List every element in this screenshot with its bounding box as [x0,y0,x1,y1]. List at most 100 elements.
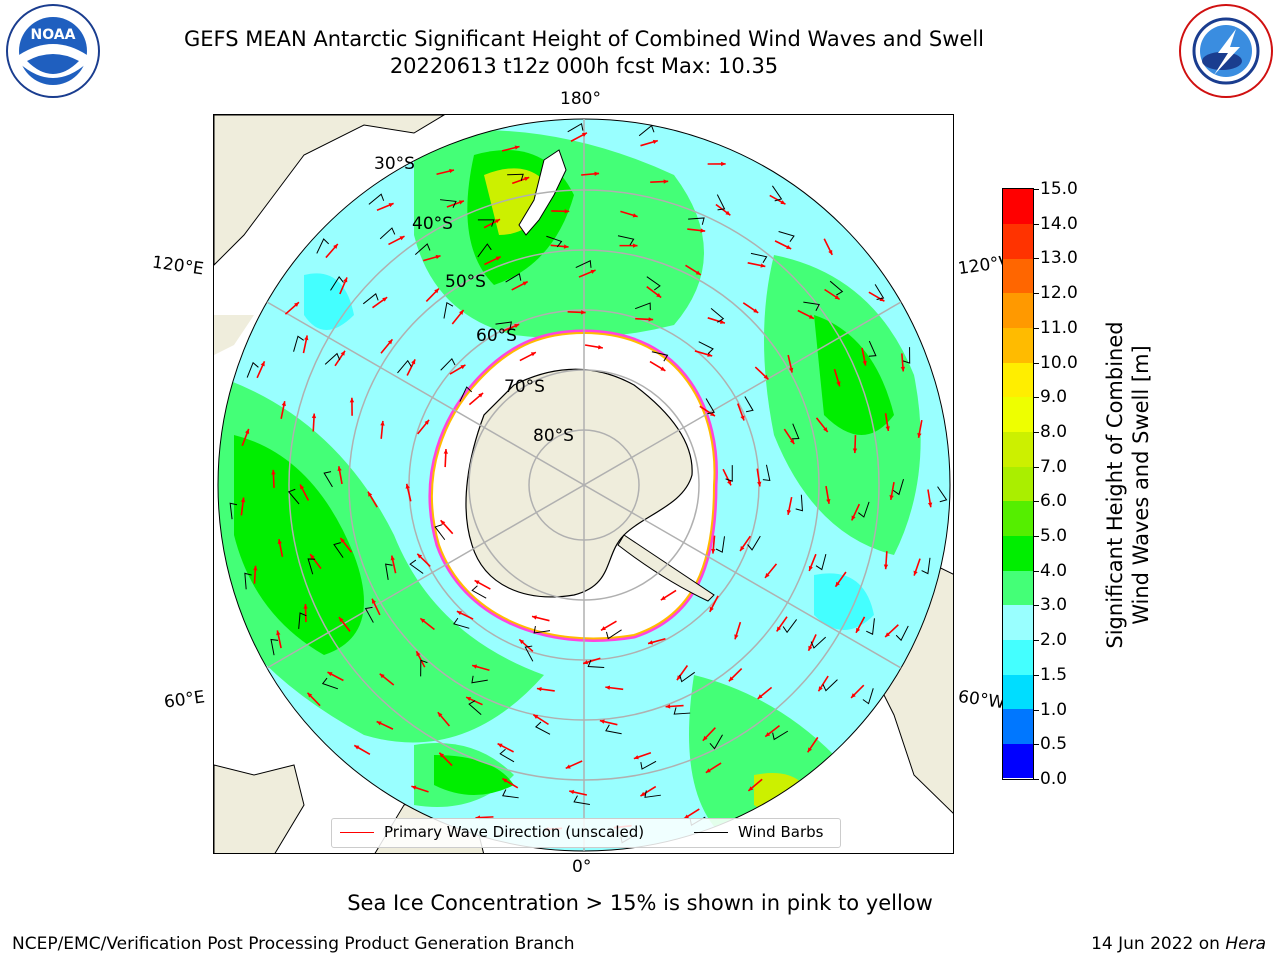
colorbar-label-line1: Significant Height of Combined [1103,321,1127,649]
wind-barb [715,536,725,553]
africa-land [214,764,305,853]
wind-barb [368,193,385,205]
svg-text:NOAA: NOAA [31,27,76,43]
wind-barb [747,535,761,551]
colorbar-segment [1003,292,1033,329]
legend-wave-direction-label: Primary Wave Direction (unscaled) [384,823,645,841]
colorbar-tick-label: 1.0 [1040,699,1068,720]
wave-direction-arrowhead [497,743,503,748]
wind-barb [810,636,827,649]
wind-barb [803,301,820,312]
wave-direction-arrowhead [599,719,605,724]
footer-host: Hera [1225,934,1266,954]
colorbar-tick-mark [1033,501,1039,503]
wave-direction-arrowhead [648,317,654,322]
wind-barb [385,563,393,580]
wave-direction-arrowhead [834,295,840,300]
wave-direction-arrowhead [598,345,603,350]
wave-direction-arrowhead [564,209,570,214]
wind-barb [409,559,424,574]
colorbar-tick-label: 4.0 [1040,560,1068,581]
wind-barb [324,352,341,365]
lat-label-70: 70°S [504,377,545,397]
wind-barb [505,273,522,283]
wave-direction-arrowhead [405,483,410,489]
wind-barb [673,707,691,715]
forecast-subtitle: 20220613 t12z 000h fcst Max: 10.35 [389,54,779,78]
wave-direction-arrowhead [885,426,890,432]
wave-direction-arrowhead [466,697,472,702]
colorbar-tick-label: 8.0 [1040,421,1068,442]
wave-direction-arrowhead [889,495,894,500]
wind-barb [535,721,551,735]
wave-direction-arrowhead [740,415,745,421]
colorbar-tick-mark [1033,466,1039,468]
colorbar-tick-label: 2.0 [1040,630,1068,651]
wind-barb [688,217,705,225]
lat-label-40: 40°S [412,214,453,234]
chart-title: GEFS MEAN Antarctic Significant Height o… [183,27,985,51]
wave-direction-arrowhead [808,565,813,571]
wind-barb [605,629,622,640]
wave-direction-arrowhead [333,244,338,249]
colorbar-tick-mark [1033,674,1039,676]
wave-direction-arrowhead [304,335,309,341]
wave-direction-arrowhead [917,433,922,438]
wind-barb [866,618,875,635]
colorbar-tick-label: 15.0 [1040,179,1078,199]
wave-direction-arrowhead [300,484,305,490]
wave-direction-arrowhead [514,324,520,329]
colorbar-tick-label: 7.0 [1040,456,1068,477]
wind-barb [587,659,605,668]
colorbar-tick-label: 0.5 [1040,734,1068,755]
colorbar-tick-mark [1033,536,1039,538]
wave-direction-arrowhead [776,626,782,632]
lat-label-30: 30°S [374,154,415,174]
sea-ice-note: Sea Ice Concentration > 15% is shown in … [347,891,933,915]
colorbar [1002,188,1034,780]
wind-barb-line-icon [694,832,728,833]
wave-direction-arrowhead [277,539,282,544]
colorbar-tick-mark [1033,779,1039,780]
map-legend: Primary Wave Direction (unscaled) Wind B… [331,818,841,848]
wave-direction-arrowhead [753,308,759,313]
wind-barb [471,675,488,684]
colorbar-tick-label: 0.0 [1040,769,1068,789]
wind-barb [778,231,795,243]
wave-direction-arrowhead [727,480,732,486]
wave-direction-arrowhead [583,660,589,665]
wave-direction-arrowhead [808,314,814,319]
wind-barb [902,347,911,364]
wind-barb [937,486,948,503]
wave-direction-arrowhead [660,595,666,601]
wave-direction-arrowhead [709,606,714,612]
wave-direction-arrowhead [757,694,763,699]
wave-direction-arrowhead [676,675,682,681]
wave-direction-arrowhead [303,604,308,609]
wave-direction-arrowhead [633,755,639,760]
wave-direction-arrowhead [502,778,508,783]
wave-direction-arrowhead [245,428,250,434]
wave-direction-arrowhead [808,645,813,651]
wind-barb [791,423,800,440]
wave-direction-arrowhead [337,466,342,472]
lat-label-50: 50°S [445,272,486,292]
wave-direction-arrowhead [530,352,536,357]
colorbar-tick-mark [1033,397,1039,399]
lat-label-80: 80°S [533,426,574,446]
wave-direction-arrowhead [379,673,385,679]
wave-direction-arrowhead [684,814,690,819]
wave-direction-arrowhead [789,439,795,445]
wave-direction-arrowhead [760,263,766,268]
wave-direction-arrowhead [660,366,666,371]
wind-barb [874,284,885,301]
footer-date-text: 14 Jun 2022 on [1091,934,1226,954]
wave-direction-arrowhead [494,219,500,224]
wave-direction-arrowhead [340,537,345,543]
meridian-label-180: 180° [560,89,601,109]
wind-barb [229,502,238,520]
wave-direction-arrowhead [705,768,711,773]
wave-direction-arrowhead [786,509,792,515]
wave-direction-arrowhead [765,572,770,578]
wave-direction-arrowhead [240,497,246,503]
